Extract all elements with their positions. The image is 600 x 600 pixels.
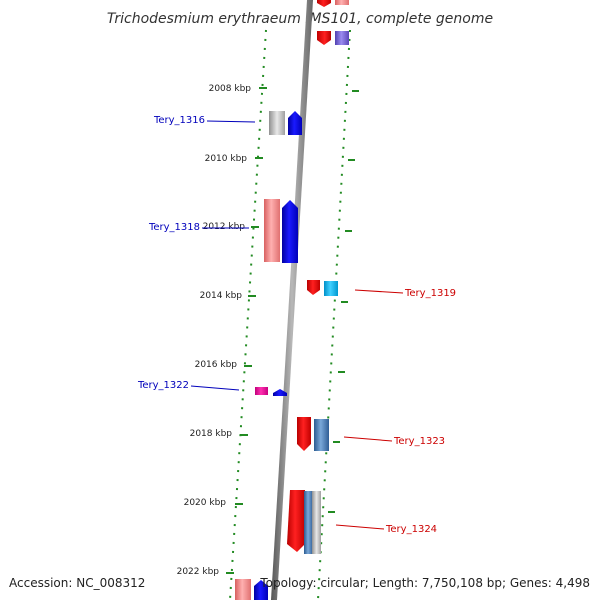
tick-label: 2018 kbp xyxy=(190,429,233,439)
leader-tery-1322 xyxy=(190,385,240,391)
leader-tery-1316 xyxy=(206,120,256,123)
left-major-ticks xyxy=(226,87,267,574)
gene-tery-1319 xyxy=(307,280,338,296)
tick-label: 2008 kbp xyxy=(209,84,252,94)
leader-tery-1324 xyxy=(335,524,385,530)
gene-tery-1318 xyxy=(264,199,298,263)
map-title: Trichodesmium erythraeum IMS101, complet… xyxy=(107,11,493,27)
gene-label-tery-1322: Tery_1322 xyxy=(137,380,189,391)
gene-label-tery-1324: Tery_1324 xyxy=(385,524,437,535)
tick-label: 2012 kbp xyxy=(203,222,246,232)
tick-label: 2020 kbp xyxy=(184,498,227,508)
gene-tery-1316 xyxy=(269,111,302,135)
gene-label-tery-1319: Tery_1319 xyxy=(404,288,456,299)
tick-label: 2022 kbp xyxy=(177,567,220,577)
right-major-ticks xyxy=(328,90,359,513)
tick-label: 2014 kbp xyxy=(200,291,243,301)
gene-tery-1323 xyxy=(297,417,329,451)
gene-bottom xyxy=(235,579,268,600)
gene-label-tery-1318: Tery_1318 xyxy=(148,222,200,233)
leader-tery-1319 xyxy=(354,289,404,294)
gene-tery-1322 xyxy=(255,387,287,396)
outer-guide-right xyxy=(317,29,351,600)
topology-text: Topology: circular; Length: 7,750,108 bp… xyxy=(259,576,590,590)
tick-label: 2010 kbp xyxy=(205,154,248,164)
genome-backbone xyxy=(271,0,313,600)
gene-top-2 xyxy=(317,31,349,45)
leader-tery-1323 xyxy=(343,436,393,442)
accession-text: Accession: NC_008312 xyxy=(9,576,145,590)
tick-label: 2016 kbp xyxy=(195,360,238,370)
gene-label-tery-1323: Tery_1323 xyxy=(393,436,445,447)
gene-top-reverse xyxy=(317,0,349,7)
outer-guide-left xyxy=(229,29,267,600)
gene-label-tery-1316: Tery_1316 xyxy=(153,115,205,126)
gene-tery-1324 xyxy=(287,490,321,554)
